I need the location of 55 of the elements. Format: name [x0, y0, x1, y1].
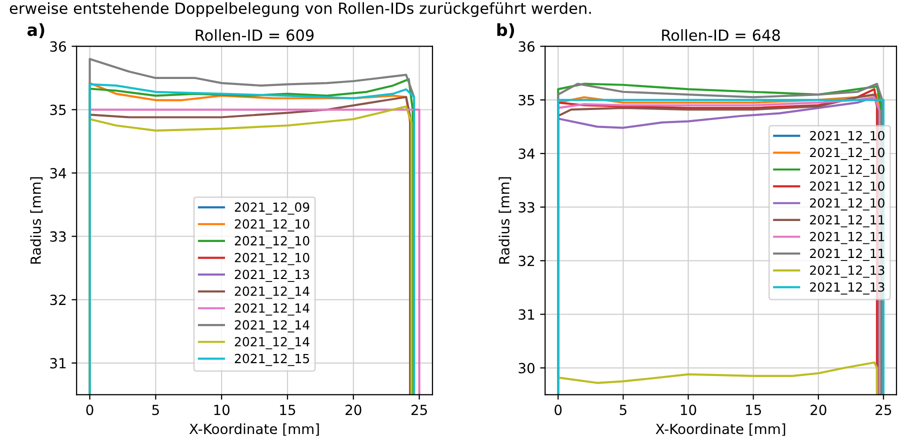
legend-label: 2021_12_13	[234, 270, 310, 282]
x-tick-label: 10	[214, 404, 230, 416]
y-tick-label: 35	[518, 94, 534, 106]
x-tick-label: 10	[680, 404, 696, 416]
y-tick-label: 36	[518, 41, 535, 52]
legend-label: 2021_12_10	[810, 164, 884, 177]
legend-label: 2021_12_14	[234, 336, 310, 350]
x-axis-title: X-Koordinate [mm]	[656, 423, 786, 436]
legend-label: 2021_12_09	[234, 202, 310, 215]
y-axis-title: Radius [mm]	[30, 177, 43, 264]
y-tick-label: 30	[518, 362, 534, 374]
x-tick-label: 5	[620, 404, 626, 416]
legend-label: 2021_12_14	[234, 286, 310, 299]
x-tick-label: 25	[876, 404, 892, 416]
legend-label: 2021_12_15	[234, 354, 309, 366]
x-tick-label: 20	[346, 404, 362, 416]
x-tick-label: 0	[86, 404, 94, 416]
x-axis-title: X-Koordinate [mm]	[189, 423, 319, 436]
legend-label: 2021_12_10	[810, 198, 884, 210]
legend-label: 2021_12_11	[810, 248, 884, 261]
x-tick-label: 0	[554, 404, 562, 416]
chart-title: Rollen-ID = 648	[662, 29, 780, 41]
legend-label: 2021_12_11	[810, 232, 884, 244]
legend-label: 2021_12_11	[810, 215, 884, 228]
text: erweise entstehende Doppelbelegung von Rollen-IDs zurückgeführt werden.	[10, 2, 591, 17]
x-tick-label: 25	[411, 404, 427, 416]
x-tick-label: 20	[810, 404, 826, 416]
legend-label: 2021_12_14	[234, 303, 310, 316]
legend-label: 2021_12_14	[234, 320, 310, 332]
y-tick-label: 35	[50, 104, 66, 116]
legend-label: 2021_12_10	[810, 148, 884, 160]
legend-label: 2021_12_10	[234, 252, 310, 266]
y-tick-label: 34	[518, 148, 535, 159]
legend-label: 2021_12_10	[234, 236, 310, 248]
chart-title: Rollen-ID = 609	[196, 29, 314, 41]
legend-label: 2021_12_10	[810, 181, 884, 194]
legend-label: 2021_12_13	[810, 266, 884, 278]
text: a)	[27, 23, 44, 38]
line-series	[557, 361, 878, 395]
y-tick-label: 34	[50, 168, 66, 178]
legend-label: 2021_12_10	[234, 219, 310, 232]
y-tick-label: 31	[50, 358, 66, 368]
y-tick-label: 31	[518, 309, 534, 320]
y-tick-label: 36	[50, 41, 66, 52]
y-axis-title: Radius [mm]	[498, 177, 512, 264]
text: b)	[497, 23, 514, 38]
x-tick-label: 15	[746, 404, 761, 416]
legend-label: 2021_12_10	[810, 130, 884, 144]
y-tick-label: 33	[50, 231, 66, 242]
x-tick-label: 15	[280, 404, 296, 416]
x-tick-label: 5	[152, 404, 159, 416]
y-tick-label: 32	[50, 294, 66, 306]
y-tick-label: 33	[518, 202, 534, 213]
legend-label: 2021_12_13	[810, 282, 884, 295]
y-tick-label: 32	[518, 256, 534, 266]
